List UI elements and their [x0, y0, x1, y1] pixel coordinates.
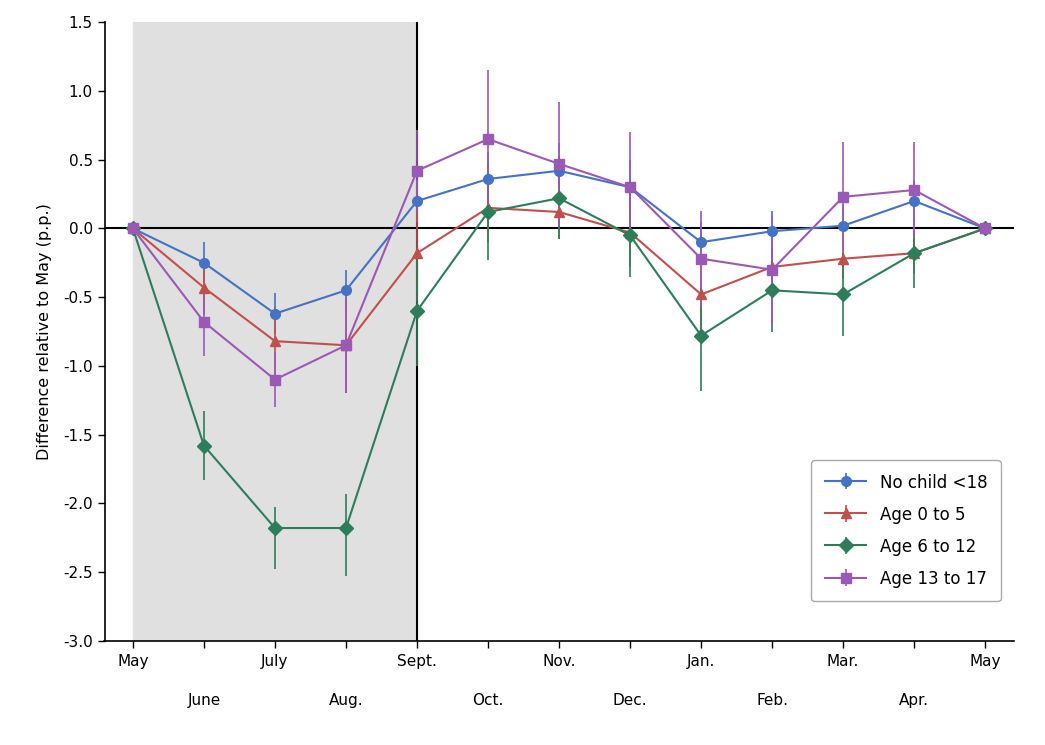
Text: Feb.: Feb.: [757, 693, 788, 708]
Text: Nov.: Nov.: [542, 654, 576, 670]
Legend: No child <18, Age 0 to 5, Age 6 to 12, Age 13 to 17: No child <18, Age 0 to 5, Age 6 to 12, A…: [812, 460, 1001, 601]
Text: Aug.: Aug.: [329, 693, 364, 708]
Text: Jan.: Jan.: [687, 654, 716, 670]
Text: Oct.: Oct.: [472, 693, 504, 708]
Text: May: May: [970, 654, 1001, 670]
Bar: [133, 22, 417, 641]
Text: Apr.: Apr.: [899, 693, 929, 708]
Text: Dec.: Dec.: [612, 693, 648, 708]
Text: June: June: [187, 693, 220, 708]
Text: Sept.: Sept.: [397, 654, 437, 670]
Text: July: July: [261, 654, 288, 670]
Y-axis label: Difference relative to May (p.p.): Difference relative to May (p.p.): [37, 203, 52, 460]
Text: Mar.: Mar.: [827, 654, 859, 670]
Text: May: May: [117, 654, 148, 670]
